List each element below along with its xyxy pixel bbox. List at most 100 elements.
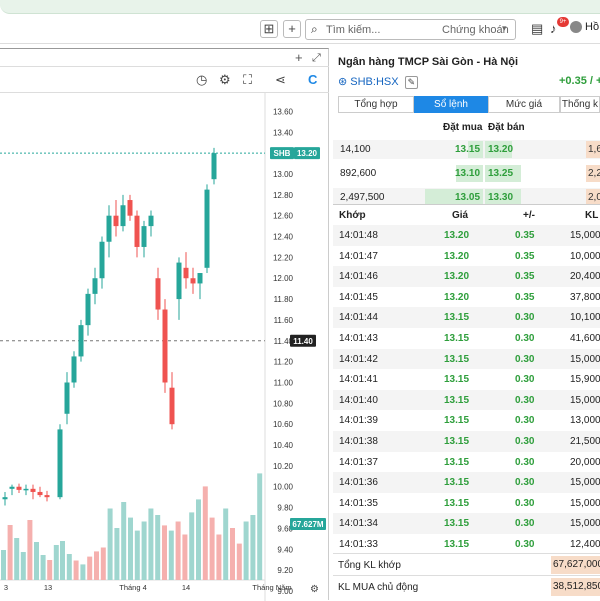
stock-symbol[interactable]: ⊛ SHB:HSX ✎ [338, 75, 419, 89]
volume-bar [236, 543, 242, 580]
trade-change: 0.30 [515, 333, 535, 344]
trade-change: 0.30 [515, 436, 535, 447]
trade-row: 14:01:46 13.20 0.35 20,400 [333, 266, 600, 287]
search-input[interactable]: Tìm kiếm... [326, 24, 381, 36]
edit-icon[interactable]: ✎ [404, 76, 419, 89]
y-tick-label: 11.40 [274, 337, 294, 346]
volume-bar [27, 520, 33, 580]
volume-bar [60, 541, 65, 580]
trade-volume: 15,000 [570, 353, 600, 365]
fullscreen-icon[interactable]: ⛶ [243, 72, 253, 87]
candle-body [44, 495, 50, 498]
trade-time: 14:01:36 [339, 477, 378, 489]
tab-order-book[interactable]: Sổ lệnh [414, 96, 488, 113]
trade-price: 13.15 [444, 477, 470, 489]
order-book-row[interactable]: 2,497,500 13.05 13.30 2,0 [333, 188, 600, 207]
tab-bar: Tổng hợp Sổ lệnh Mức giá Thống k [338, 96, 600, 113]
search-category-select[interactable]: Chứng khoán [442, 24, 509, 36]
ask-price[interactable]: 13.20 [488, 144, 514, 155]
candlestick-chart[interactable]: 13.60 13.40 13.20 13.00 12.80 12.60 12.40 12.20… [0, 93, 329, 601]
candle-body [57, 429, 63, 498]
candle-body [113, 215, 119, 227]
volume-bar [1, 550, 6, 580]
add-chart-button[interactable]: + [295, 50, 303, 65]
tab-statistics[interactable]: Thống k [560, 96, 600, 113]
chart-logo-icon[interactable]: C [308, 72, 318, 87]
volume-bar [216, 534, 222, 580]
tab-summary[interactable]: Tổng hợp [338, 96, 414, 113]
user-menu[interactable]: Hồ [570, 21, 599, 34]
order-book-row[interactable]: 892,600 13.10 13.25 2,2 [333, 164, 600, 183]
volume-bar [243, 521, 249, 580]
top-bar: ⊞ + ⌕ Tìm kiếm... Chứng khoán ▾ ▤ ♪ 9+ H… [0, 0, 600, 44]
y-tick-label: 13.40 [273, 128, 294, 137]
active-buy-value: 38,512,850 [551, 578, 600, 596]
trade-time: 14:01:39 [339, 415, 378, 427]
candle-body [92, 278, 98, 294]
volume-bar [107, 508, 113, 580]
trade-time: 14:01:34 [339, 518, 378, 530]
volume-header: KL [585, 210, 599, 221]
bid-price[interactable]: 13.05 [455, 192, 481, 203]
trade-change: 0.35 [515, 271, 535, 283]
y-tick-label: 10.80 [273, 399, 294, 408]
trade-row: 14:01:40 13.15 0.30 15,000 [333, 389, 600, 411]
ask-depth-bar [485, 189, 521, 206]
ask-price[interactable]: 13.25 [488, 168, 514, 179]
volume-bar [100, 547, 106, 580]
volume-bar [223, 508, 229, 580]
time-header: Khớp [339, 210, 366, 221]
candle-body [176, 262, 182, 300]
timer-icon[interactable]: ◷ [196, 72, 208, 87]
trade-row: 14:01:36 13.15 0.30 15,000 [333, 472, 600, 493]
y-tick-label: 10.60 [273, 420, 294, 429]
trade-time: 14:01:47 [339, 250, 378, 262]
share-icon[interactable]: ⋖ [275, 72, 286, 87]
chevron-down-icon[interactable]: ▾ [502, 23, 507, 33]
candle-body [183, 267, 189, 279]
bid-price[interactable]: 13.10 [455, 168, 481, 179]
volume-bar [128, 517, 133, 580]
candle-body [134, 215, 140, 247]
candle-body [106, 215, 112, 242]
trade-time: 14:01:37 [339, 456, 378, 468]
y-tick-label: 9.80 [277, 504, 293, 513]
trade-price: 13.15 [444, 374, 470, 386]
volume-tag: 67.627M [292, 520, 323, 529]
trade-price: 13.15 [444, 539, 470, 550]
bid-volume: 14,100 [340, 144, 371, 155]
bell-icon[interactable]: ♪ [550, 21, 557, 36]
trade-volume: 15,000 [570, 477, 600, 489]
y-tick-label: 9.00 [277, 587, 293, 596]
trade-row: 14:01:42 13.15 0.30 15,000 [333, 348, 600, 370]
chat-icon[interactable]: ▤ [531, 21, 544, 36]
trade-price: 13.15 [444, 394, 470, 406]
layout-grid-button[interactable]: ⊞ [260, 20, 278, 38]
trades-header: Khớp Giá +/- KL [333, 204, 600, 224]
add-tab-button[interactable]: + [283, 20, 301, 38]
bid-price[interactable]: 13.15 [455, 144, 481, 155]
top-accent-strip [0, 0, 600, 14]
trade-row: 14:01:35 13.15 0.30 15,000 [333, 492, 600, 514]
order-book-row[interactable]: 14,100 13.15 13.20 1,6 [333, 140, 600, 159]
total-volume-row: Tổng KL khớp 67,627,000 [333, 553, 600, 575]
trade-price: 13.15 [444, 353, 470, 365]
gear-icon[interactable]: ⚙ [219, 72, 231, 87]
volume-bar [34, 542, 39, 580]
chart-settings-icon[interactable]: ⚙ [310, 584, 319, 595]
tab-price-levels[interactable]: Mức giá [488, 96, 560, 113]
trade-volume: 21,500 [570, 436, 600, 447]
price-header: Giá [452, 210, 469, 221]
search-box[interactable]: ⌕ Tìm kiếm... Chứng khoán ▾ [305, 19, 516, 40]
bid-depth-bar [467, 141, 483, 158]
expand-icon[interactable]: ⤢ [312, 52, 321, 64]
trade-row: 14:01:33 13.15 0.30 12,400 [333, 534, 600, 555]
candle-body [2, 497, 8, 500]
trade-change: 0.35 [515, 250, 535, 262]
trade-row: 14:01:44 13.15 0.30 10,100 [333, 307, 600, 328]
x-tick-label: Tháng Năm [252, 583, 291, 592]
y-tick-label: 10.00 [273, 483, 294, 492]
volume-bar [53, 545, 59, 580]
ask-price[interactable]: 13.30 [488, 192, 514, 203]
trade-change: 0.30 [515, 394, 535, 406]
